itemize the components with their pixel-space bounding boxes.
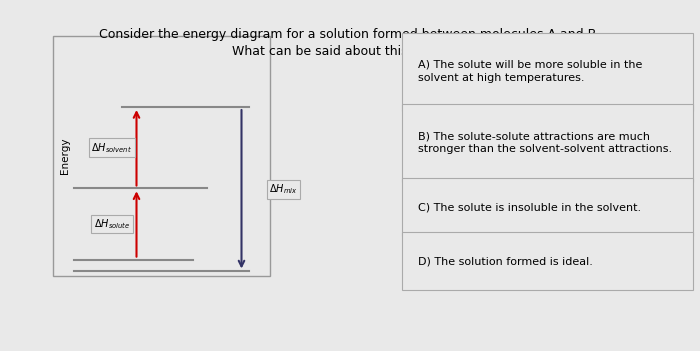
Text: A) The solute will be more soluble in the
solvent at high temperatures.: A) The solute will be more soluble in th… xyxy=(418,60,643,83)
FancyBboxPatch shape xyxy=(402,33,693,111)
Text: Energy: Energy xyxy=(60,138,70,174)
Text: $\Delta H_{mix}$: $\Delta H_{mix}$ xyxy=(270,183,298,196)
Text: What can be said about this solution?: What can be said about this solution? xyxy=(232,45,468,58)
Text: B) The solute-solute attractions are much
stronger than the solvent-solvent attr: B) The solute-solute attractions are muc… xyxy=(418,131,672,154)
Text: $\Delta H_{solute}$: $\Delta H_{solute}$ xyxy=(94,217,130,231)
Text: Consider the energy diagram for a solution formed between molecules A and B.: Consider the energy diagram for a soluti… xyxy=(99,28,601,41)
Text: D) The solution formed is ideal.: D) The solution formed is ideal. xyxy=(418,256,593,266)
Text: $\Delta H_{solvent}$: $\Delta H_{solvent}$ xyxy=(92,141,132,155)
Bar xyxy=(52,36,270,277)
FancyBboxPatch shape xyxy=(402,232,693,290)
FancyBboxPatch shape xyxy=(402,178,693,236)
Text: C) The solute is insoluble in the solvent.: C) The solute is insoluble in the solven… xyxy=(418,202,641,212)
FancyBboxPatch shape xyxy=(402,104,693,182)
